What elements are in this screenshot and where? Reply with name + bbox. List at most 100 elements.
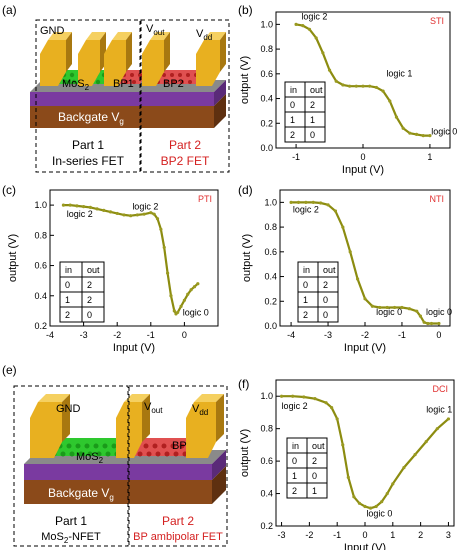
truth-table-header: in	[303, 265, 310, 275]
y-tick-label: 0.2	[260, 521, 273, 531]
annotation-logic-label: logic 1	[386, 68, 412, 78]
device-e-vout-label: Vout	[144, 401, 163, 415]
data-point	[341, 443, 345, 447]
data-point	[319, 201, 323, 205]
data-point	[102, 208, 106, 212]
y-tick-label: 0.0	[260, 143, 273, 153]
x-tick-label: -3	[278, 530, 286, 540]
data-point	[182, 298, 186, 302]
truth-table-header: in	[292, 441, 299, 451]
data-point	[446, 417, 451, 421]
x-tick-label: -1	[147, 330, 155, 340]
data-point	[75, 204, 79, 208]
chart-f-series-line	[281, 395, 450, 510]
chart-c-truth-table: in out 0 2 1 2 2 0	[59, 261, 105, 323]
y-tick-label: 1.0	[264, 197, 277, 207]
annotation-logic-label: logic 0	[183, 307, 209, 317]
chart-f-name-label: DCI	[433, 384, 449, 394]
data-point	[348, 250, 352, 254]
data-point	[414, 132, 419, 136]
data-point	[291, 394, 295, 398]
truth-table-cell: 2	[290, 130, 295, 140]
chart-c-tag: (c)	[2, 183, 16, 197]
device-a-bp1-label: BP1	[113, 78, 134, 90]
x-tick-label: -1	[292, 152, 300, 162]
truth-table-cell: 1	[303, 295, 308, 305]
part1-dashed-box	[35, 19, 141, 173]
data-point	[172, 309, 176, 313]
x-tick-label: -1	[333, 530, 341, 540]
y-tick-label: 1.0	[260, 19, 273, 29]
device-a-backgate	[30, 106, 214, 128]
y-tick-label: 0.8	[260, 424, 273, 434]
data-point	[169, 294, 173, 298]
data-point	[189, 288, 193, 292]
data-point	[307, 27, 312, 31]
annotation-logic-label: logic 0	[376, 307, 402, 317]
data-point	[374, 85, 378, 90]
data-point	[82, 205, 86, 209]
data-point	[68, 203, 72, 207]
data-point	[435, 427, 439, 431]
chart-c-ylabel: output (V)	[7, 234, 19, 282]
y-tick-label: 0.2	[260, 118, 273, 128]
data-point	[363, 297, 367, 301]
part1-e-dashed-box	[13, 385, 129, 547]
chart-b-xlabel: Input (V)	[342, 164, 384, 176]
part1-e-title: Part 1	[55, 514, 87, 528]
device-e-mos2-label: MoS2	[76, 451, 104, 465]
chart-d-name-label: NTI	[430, 194, 445, 204]
x-tick-label: 2	[418, 530, 423, 540]
y-tick-label: 0.2	[264, 296, 277, 306]
panel-e-tag: (e)	[2, 363, 17, 377]
annotation-logic-label: logic 0	[366, 508, 392, 518]
data-point	[333, 209, 338, 213]
data-point	[408, 131, 412, 135]
annotation-logic-label: logic 2	[301, 11, 327, 21]
data-point	[352, 495, 356, 499]
device-a-gnd-label: GND	[40, 25, 65, 37]
y-tick-label: 0.6	[34, 261, 47, 271]
data-point	[426, 321, 430, 326]
x-tick-label: -3	[324, 330, 332, 340]
data-point	[415, 309, 419, 313]
chart-b-truth-table: in out 0 2 1 1 2 0	[284, 81, 326, 143]
data-point	[385, 305, 389, 310]
chart-d-tag: (d)	[238, 183, 253, 197]
truth-table-header: out	[312, 441, 325, 451]
y-tick-label: 0.6	[264, 247, 277, 257]
part2-e-title: Part 2	[162, 514, 194, 528]
data-point	[400, 305, 404, 310]
data-point	[335, 417, 339, 421]
x-tick-label: -2	[305, 530, 313, 540]
data-point	[424, 440, 428, 444]
data-point	[391, 482, 395, 486]
data-point	[361, 84, 365, 88]
data-point	[155, 217, 160, 221]
y-tick-label: 1.0	[34, 200, 47, 210]
data-point	[413, 453, 417, 457]
chart-d-truth-table: in out 0 2 1 0 2 0	[297, 261, 339, 323]
chart-b-sti: (b) -1 0 1 0.0 0.2 0.4 0.6 0.8 1.0 Input (V) output…	[238, 3, 457, 176]
y-tick-label: 0.4	[260, 489, 273, 499]
truth-table-header: in	[65, 265, 72, 275]
data-point	[88, 205, 92, 209]
x-tick-label: -2	[361, 330, 369, 340]
data-point	[437, 321, 441, 326]
data-point	[368, 506, 373, 510]
y-tick-label: 0.6	[260, 456, 273, 466]
truth-table-cell: 0	[323, 295, 328, 305]
x-tick-label: 0	[362, 530, 367, 540]
y-tick-label: 0.8	[264, 222, 277, 232]
data-point	[381, 89, 385, 93]
device-a-mos2-label: MoS2	[62, 78, 90, 92]
data-point	[108, 210, 113, 214]
truth-table-header: in	[290, 85, 297, 95]
truth-table-header: out	[87, 265, 100, 275]
data-point	[149, 211, 153, 215]
chart-c-xlabel: Input (V)	[113, 342, 155, 354]
truth-table-cell: 0	[65, 280, 70, 290]
chart-b-ylabel: output (V)	[239, 56, 251, 104]
device-a-dielectric	[30, 92, 214, 106]
truth-table-cell: 0	[292, 456, 297, 466]
